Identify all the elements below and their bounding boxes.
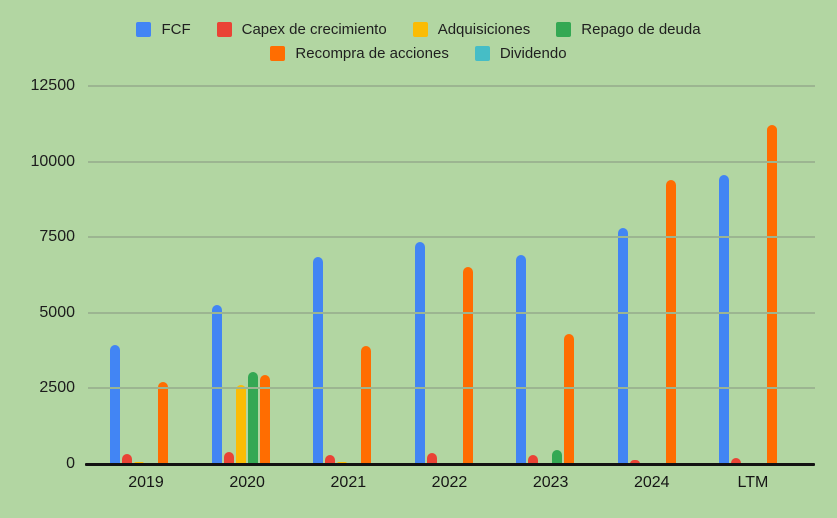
bar-capex-de-crecimiento-2021[interactable] xyxy=(325,454,335,464)
bars-row xyxy=(88,86,815,464)
bar-recompra-de-acciones-2020[interactable] xyxy=(259,374,270,464)
gridline-12500 xyxy=(88,85,815,87)
bar-recompra-de-acciones-ltm[interactable] xyxy=(767,125,777,464)
bar-recompra-de-acciones-2023[interactable] xyxy=(564,334,574,464)
bar-group-2024 xyxy=(617,86,688,464)
legend-item-dividendo[interactable]: Dividendo xyxy=(474,45,567,62)
x-axis-label-2019: 2019 xyxy=(128,474,164,491)
y-tick-label-7500: 7500 xyxy=(39,228,75,246)
legend-item-capex-de-crecimiento[interactable]: Capex de crecimiento xyxy=(216,21,387,38)
x-axis-baseline xyxy=(85,463,815,466)
x-axis-label-2024: 2024 xyxy=(633,474,670,491)
legend-item-adquisiciones[interactable]: Adquisiciones xyxy=(412,21,531,38)
bar-group-ltm xyxy=(719,86,789,464)
gridline-10000 xyxy=(88,160,815,163)
legend-label: FCF xyxy=(161,21,191,38)
legend-swatch-recompra-de-acciones xyxy=(270,46,286,61)
bar-fcf-2022[interactable] xyxy=(414,241,425,464)
legend-swatch-adquisiciones xyxy=(412,22,428,37)
chart-legend: FCF Capex de crecimiento Adquisiciones Repa… xyxy=(0,21,837,62)
bar-capex-de-crecimiento-ltm[interactable] xyxy=(731,458,741,464)
bar-adquisiciones-2020[interactable] xyxy=(235,385,246,464)
legend-label: Recompra de acciones xyxy=(295,45,449,62)
x-axis-label-2023: 2023 xyxy=(532,474,569,491)
legend-label: Dividendo xyxy=(499,45,567,62)
bar-recompra-de-acciones-2019[interactable] xyxy=(158,382,168,464)
legend-label: Capex de crecimiento xyxy=(241,21,387,38)
bar-group-2020 xyxy=(211,86,282,464)
y-tick-label-10000: 10000 xyxy=(30,152,76,170)
bar-capex-de-crecimiento-2023[interactable] xyxy=(528,454,538,464)
bar-repago-de-deuda-2023[interactable] xyxy=(552,450,562,464)
x-axis-label-ltm: LTM xyxy=(737,474,769,491)
legend-swatch-dividendo xyxy=(474,46,490,61)
bar-capex-de-crecimiento-2020[interactable] xyxy=(223,452,234,464)
gridline-5000 xyxy=(88,311,815,314)
bar-recompra-de-acciones-2024[interactable] xyxy=(665,179,676,464)
legend-item-repago-de-deuda[interactable]: Repago de deuda xyxy=(556,21,701,38)
legend-row: Recompra de acciones Dividendo xyxy=(270,45,567,62)
bar-group-2023 xyxy=(516,86,586,464)
bar-fcf-2023[interactable] xyxy=(516,255,526,464)
legend-label: Adquisiciones xyxy=(437,21,531,38)
bar-repago-de-deuda-2020[interactable] xyxy=(247,371,258,464)
y-tick-label-0: 0 xyxy=(66,455,75,472)
x-axis-label-2022: 2022 xyxy=(431,474,468,491)
legend-swatch-capex-de-crecimiento xyxy=(216,22,232,37)
legend-item-fcf[interactable]: FCF xyxy=(136,21,191,38)
bar-fcf-ltm[interactable] xyxy=(719,175,729,464)
bar-recompra-de-acciones-2022[interactable] xyxy=(462,267,473,464)
x-axis: 2019 2020 2021 2022 2023 2024 LTM xyxy=(88,474,815,492)
gridline-7500 xyxy=(88,236,815,239)
bar-fcf-2021[interactable] xyxy=(313,256,323,464)
bar-capex-de-crecimiento-2022[interactable] xyxy=(426,452,437,464)
legend-swatch-fcf xyxy=(136,22,152,37)
y-tick-label-12500: 12500 xyxy=(30,77,76,94)
y-tick-label-2500: 2500 xyxy=(39,379,75,397)
x-axis-label-2021: 2021 xyxy=(330,474,367,491)
bar-capex-de-crecimiento-2019[interactable] xyxy=(122,454,132,464)
x-axis-label-2020: 2020 xyxy=(229,474,265,491)
bar-group-2021 xyxy=(313,86,383,464)
legend-swatch-repago-de-deuda xyxy=(556,22,572,37)
bar-group-2022 xyxy=(414,86,485,464)
legend-item-recompra-de-acciones[interactable]: Recompra de acciones xyxy=(270,45,449,62)
bar-fcf-2020[interactable] xyxy=(211,305,222,464)
y-tick-label-5000: 5000 xyxy=(39,303,75,321)
bar-fcf-2019[interactable] xyxy=(110,344,120,464)
gridline-2500 xyxy=(88,387,815,390)
bar-fcf-2024[interactable] xyxy=(617,228,628,464)
legend-row: FCF Capex de crecimiento Adquisiciones Repa… xyxy=(136,21,701,38)
bar-capex-de-crecimiento-2024[interactable] xyxy=(629,460,640,464)
bar-adquisiciones-2021[interactable] xyxy=(337,461,347,464)
legend-label: Repago de deuda xyxy=(581,21,701,38)
plot-area: 0 2500 5000 7500 10000 12500 xyxy=(31,78,815,472)
bar-group-2019 xyxy=(110,86,180,464)
bar-recompra-de-acciones-2021[interactable] xyxy=(361,346,371,464)
